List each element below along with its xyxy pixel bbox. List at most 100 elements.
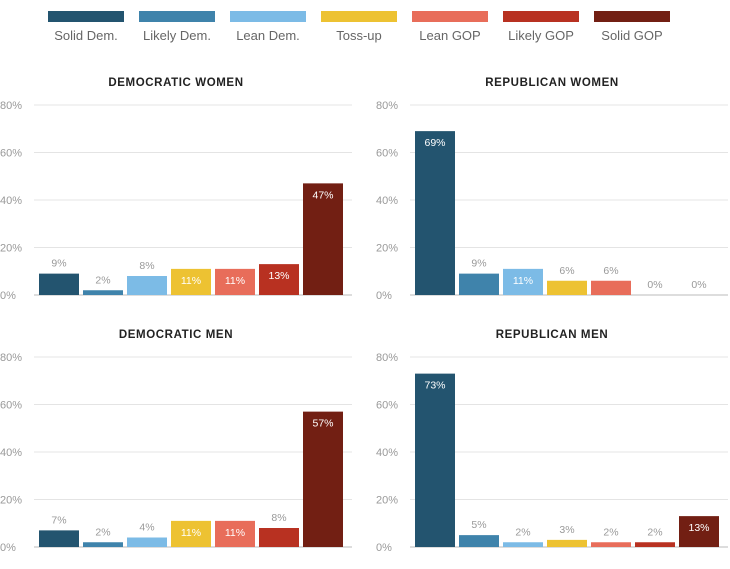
legend-label: Toss-up	[336, 28, 382, 43]
bar	[635, 542, 675, 547]
y-tick-label: 40%	[376, 447, 398, 459]
legend-label: Likely GOP	[508, 28, 574, 43]
y-tick-label: 20%	[376, 495, 398, 507]
legend-label: Lean GOP	[419, 28, 481, 43]
y-tick-label: 80%	[0, 352, 22, 364]
data-label: 6%	[559, 265, 574, 277]
data-label: 2%	[515, 526, 530, 538]
data-label: 11%	[181, 275, 201, 287]
data-label: 0%	[647, 279, 662, 291]
y-tick-label: 0%	[376, 290, 392, 302]
bar	[591, 542, 631, 547]
bar	[415, 373, 455, 547]
y-tick-label: 40%	[0, 447, 22, 459]
data-label: 2%	[95, 274, 110, 286]
bar	[547, 280, 587, 295]
bar	[39, 530, 79, 547]
y-tick-label: 80%	[376, 352, 398, 364]
data-label: 11%	[513, 275, 533, 287]
chart-title: DEMOCRATIC MEN	[119, 329, 233, 341]
bar	[171, 268, 211, 295]
bar	[503, 268, 543, 295]
bar	[415, 131, 455, 295]
bar	[303, 411, 343, 547]
data-label: 4%	[139, 522, 154, 534]
bar	[127, 276, 167, 295]
data-label: 6%	[603, 265, 618, 277]
bar	[259, 528, 299, 547]
data-label: 11%	[225, 527, 245, 539]
bar	[503, 542, 543, 547]
legend-swatch	[48, 11, 124, 22]
legend: Solid Dem. Likely Dem. Lean Dem. Toss-up…	[0, 0, 730, 50]
data-label: 11%	[181, 527, 201, 539]
data-label: 13%	[268, 270, 289, 282]
legend-swatch	[412, 11, 488, 22]
legend-label: Lean Dem.	[236, 28, 300, 43]
data-label: 2%	[95, 526, 110, 538]
data-label: 2%	[603, 526, 618, 538]
y-tick-label: 40%	[376, 195, 398, 207]
legend-label: Solid Dem.	[54, 28, 118, 43]
bar	[591, 280, 631, 295]
data-label: 2%	[647, 526, 662, 538]
legend-swatch	[230, 11, 306, 22]
y-tick-label: 60%	[0, 148, 22, 160]
y-tick-label: 60%	[0, 400, 22, 412]
bar	[547, 539, 587, 547]
y-tick-label: 40%	[0, 195, 22, 207]
data-label: 5%	[471, 519, 486, 531]
chart-title: REPUBLICAN WOMEN	[485, 77, 619, 89]
y-tick-label: 0%	[0, 290, 16, 302]
chart-title: DEMOCRATIC WOMEN	[108, 77, 243, 89]
data-label: 8%	[271, 512, 286, 524]
y-tick-label: 20%	[0, 243, 22, 255]
bar	[83, 542, 123, 547]
data-label: 3%	[559, 524, 574, 536]
y-tick-label: 80%	[0, 100, 22, 112]
y-tick-label: 20%	[376, 243, 398, 255]
bar	[259, 264, 299, 295]
data-label: 9%	[471, 258, 486, 270]
bar	[39, 273, 79, 295]
data-label: 9%	[51, 258, 66, 270]
legend-swatch	[594, 11, 670, 22]
data-label: 57%	[312, 418, 333, 430]
legend-item-solid-gop: Solid GOP	[594, 11, 670, 43]
bar	[459, 535, 499, 547]
legend-item-toss-up: Toss-up	[321, 11, 397, 43]
bar	[303, 183, 343, 295]
legend-item-lean-dem: Lean Dem.	[230, 11, 306, 43]
legend-swatch	[139, 11, 215, 22]
data-label: 11%	[225, 275, 245, 287]
bar	[215, 268, 255, 295]
bar	[127, 537, 167, 547]
data-label: 7%	[51, 514, 66, 526]
y-tick-label: 60%	[376, 148, 398, 160]
bar	[459, 273, 499, 295]
legend-item-solid-dem: Solid Dem.	[48, 11, 124, 43]
legend-item-lean-gop: Lean GOP	[412, 11, 488, 43]
bar	[83, 290, 123, 295]
data-label: 73%	[424, 380, 445, 392]
y-tick-label: 0%	[0, 542, 16, 554]
legend-label: Likely Dem.	[143, 28, 211, 43]
legend-item-likely-dem: Likely Dem.	[139, 11, 215, 43]
legend-swatch	[321, 11, 397, 22]
data-label: 0%	[691, 279, 706, 291]
data-label: 13%	[688, 522, 709, 534]
bar	[215, 520, 255, 547]
legend-swatch	[503, 11, 579, 22]
bar	[171, 520, 211, 547]
data-label: 47%	[312, 189, 333, 201]
data-label: 69%	[424, 137, 445, 149]
legend-label: Solid GOP	[601, 28, 663, 43]
legend-item-likely-gop: Likely GOP	[503, 11, 579, 43]
y-tick-label: 80%	[376, 100, 398, 112]
data-label: 8%	[139, 260, 154, 272]
bar	[679, 516, 719, 547]
y-tick-label: 60%	[376, 400, 398, 412]
y-tick-label: 20%	[0, 495, 22, 507]
chart-title: REPUBLICAN MEN	[496, 329, 609, 341]
